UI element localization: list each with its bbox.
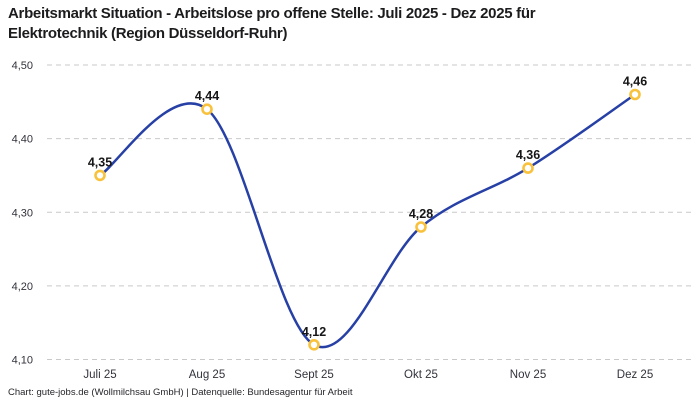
x-tick-label: Juli 25: [83, 369, 116, 381]
y-tick-label: 4,10: [12, 355, 33, 367]
data-point-label: 4,35: [88, 155, 112, 169]
data-point-marker: [415, 221, 427, 233]
data-point-label: 4,28: [409, 207, 433, 221]
x-tick-label: Sept 25: [294, 369, 334, 381]
y-tick-label: 4,40: [12, 134, 33, 146]
data-point-label: 4,46: [623, 75, 647, 89]
data-point-marker: [201, 103, 213, 115]
chart-source-footer: Chart: gute-jobs.de (Wollmilchsau GmbH) …: [8, 387, 353, 398]
data-point-marker: [308, 338, 320, 351]
data-point-marker: [94, 169, 106, 182]
x-tick-label: Dez 25: [617, 369, 653, 381]
data-point-marker: [522, 162, 534, 174]
y-tick-label: 4,50: [12, 60, 33, 72]
x-tick-label: Aug 25: [189, 369, 225, 381]
data-point-label: 4,44: [195, 89, 219, 103]
data-point-label: 4,12: [302, 325, 326, 339]
data-point-label: 4,36: [516, 148, 540, 162]
chart-title: Arbeitsmarkt Situation - Arbeitslose pro…: [8, 5, 536, 42]
line-series: [98, 93, 637, 349]
y-tick-label: 4,20: [12, 281, 33, 293]
y-tick-label: 4,30: [12, 207, 33, 219]
x-tick-label: Nov 25: [510, 369, 546, 381]
x-tick-label: Okt 25: [404, 369, 438, 381]
data-point-marker: [629, 88, 641, 101]
